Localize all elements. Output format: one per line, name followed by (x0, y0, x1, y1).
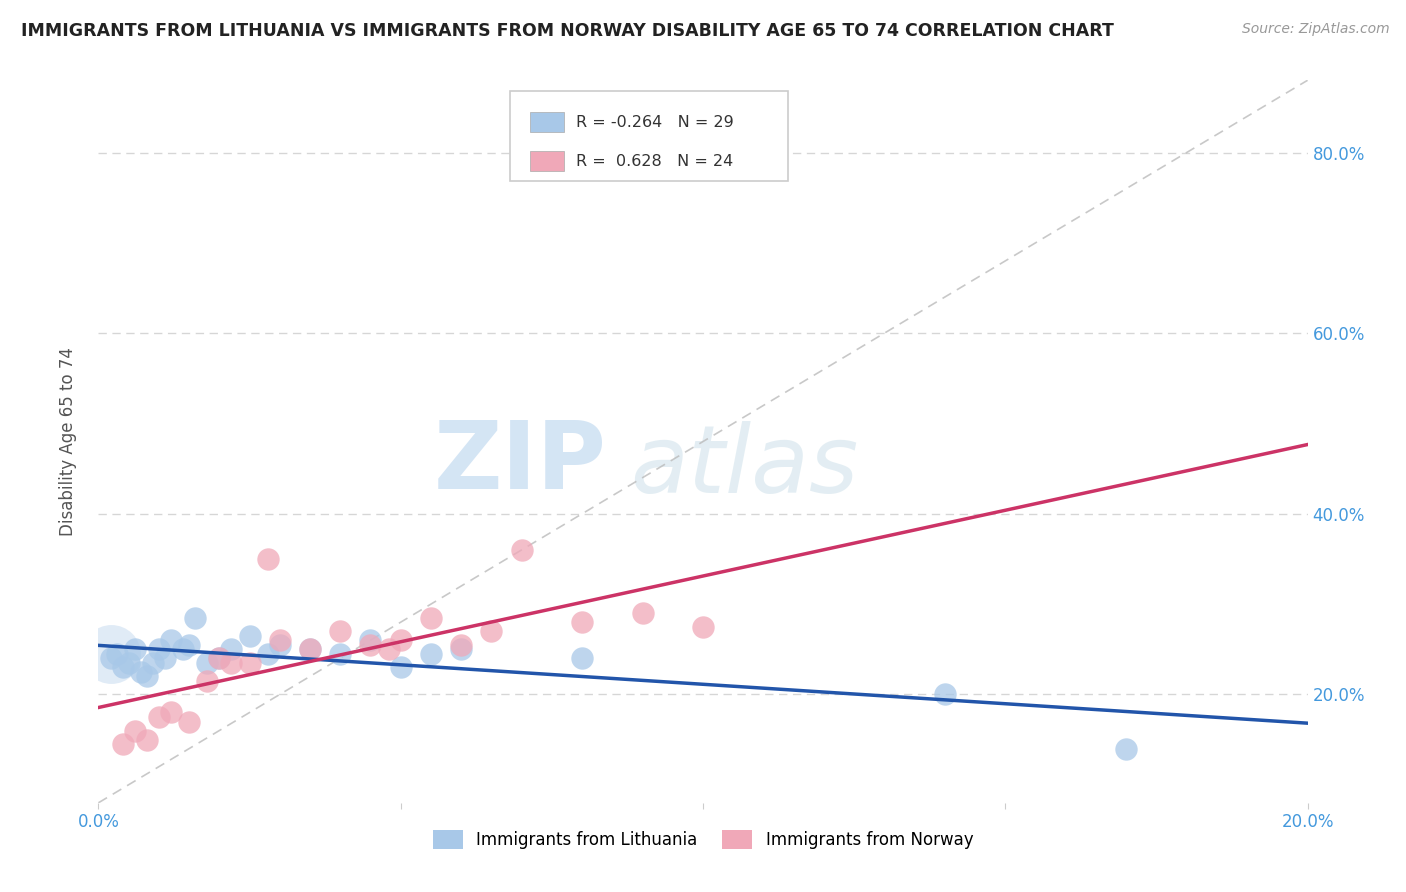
Point (111, 660, 134, 674)
Point (129, 665, 152, 679)
FancyBboxPatch shape (530, 112, 564, 132)
Point (239, 629, 262, 643)
Point (571, 651, 593, 665)
Point (934, 687, 956, 701)
Point (172, 642, 194, 657)
Point (118, 656, 141, 670)
Point (329, 647, 352, 661)
Point (221, 642, 243, 657)
FancyBboxPatch shape (530, 151, 564, 171)
Point (148, 710, 170, 724)
Point (329, 624, 352, 639)
Point (160, 633, 183, 648)
Text: R = -0.264   N = 29: R = -0.264 N = 29 (576, 114, 734, 129)
Point (208, 651, 231, 665)
Point (148, 642, 170, 657)
Point (135, 669, 157, 683)
Point (389, 633, 412, 648)
Point (1115, 741, 1137, 756)
Point (111, 737, 134, 751)
Point (124, 642, 146, 657)
Point (269, 638, 291, 652)
Point (299, 642, 322, 657)
Point (179, 714, 201, 729)
Point (179, 638, 201, 652)
Point (420, 610, 443, 624)
Point (105, 647, 128, 661)
Text: R =  0.628   N = 24: R = 0.628 N = 24 (576, 153, 734, 169)
Point (124, 723, 146, 738)
Point (239, 656, 262, 670)
FancyBboxPatch shape (509, 91, 787, 181)
Text: Source: ZipAtlas.com: Source: ZipAtlas.com (1241, 22, 1389, 37)
Point (184, 610, 207, 624)
Point (160, 706, 183, 720)
Point (360, 638, 382, 652)
Point (256, 647, 278, 661)
Point (420, 647, 443, 661)
Point (299, 642, 322, 657)
Point (256, 552, 278, 566)
Point (153, 651, 176, 665)
Text: atlas: atlas (630, 421, 859, 512)
Point (481, 624, 503, 639)
Point (360, 633, 382, 648)
Text: IMMIGRANTS FROM LITHUANIA VS IMMIGRANTS FROM NORWAY DISABILITY AGE 65 TO 74 CORR: IMMIGRANTS FROM LITHUANIA VS IMMIGRANTS … (21, 22, 1114, 40)
Point (450, 642, 472, 657)
Point (269, 633, 291, 648)
Text: ZIP: ZIP (433, 417, 606, 509)
Point (389, 660, 412, 674)
Point (510, 542, 533, 557)
Point (631, 606, 654, 620)
Point (100, 647, 122, 661)
Point (221, 656, 243, 670)
Point (195, 673, 218, 688)
Y-axis label: Disability Age 65 to 74: Disability Age 65 to 74 (59, 347, 77, 536)
Point (692, 620, 714, 634)
Point (571, 615, 593, 630)
Point (377, 642, 399, 657)
Legend: Immigrants from Lithuania, Immigrants from Norway: Immigrants from Lithuania, Immigrants fr… (426, 823, 980, 856)
Point (142, 656, 165, 670)
Point (450, 638, 472, 652)
Point (135, 732, 157, 747)
Point (100, 651, 122, 665)
Point (195, 656, 218, 670)
Point (208, 651, 231, 665)
